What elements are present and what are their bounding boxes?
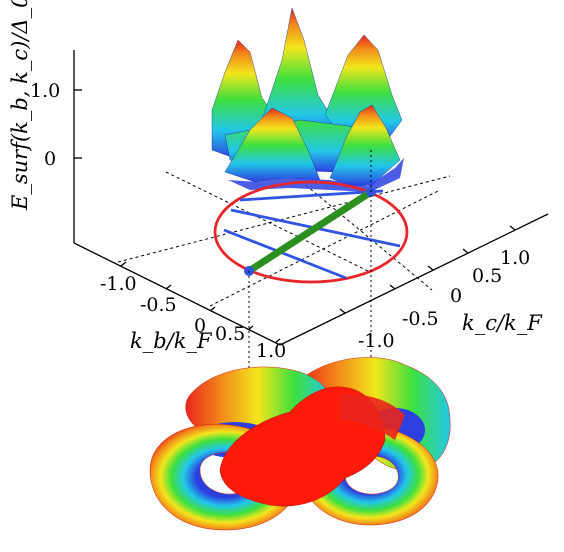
- kb-axis-title: k_b/k_F: [130, 329, 213, 353]
- kb-tick-label: 1.0: [256, 340, 286, 362]
- projection-dotted-lines: [248, 150, 372, 478]
- kc-tick-label: -1.0: [358, 330, 395, 352]
- kc-axis-line: [279, 213, 549, 346]
- surface-brillouin-zone: [213, 180, 409, 284]
- vertical-axis-title: E_surf(k_b, k_c)/Δ_0: [8, 0, 32, 211]
- kc-tick-label: 0.5: [472, 265, 502, 287]
- vertical-tick-label: 0: [44, 148, 56, 170]
- vertical-axis-labels: 1.0 0 E_surf(k_b, k_c)/Δ_0: [8, 0, 60, 211]
- kb-tick-label: -1.0: [100, 273, 137, 295]
- kb-axis-labels: -1.0 -0.5 0 0.5 1.0 k_b/k_F: [100, 273, 286, 362]
- landscape-front-peak-left: [224, 107, 321, 183]
- kb-tick-label: 0: [194, 315, 206, 337]
- fermi-circle: [213, 180, 409, 284]
- kb-tick-label: 0.5: [215, 323, 245, 345]
- fermi-surface-3d: [149, 357, 451, 531]
- kb-axis-line: [73, 242, 281, 346]
- axis-box: [73, 50, 549, 346]
- kb-tick-label: -0.5: [140, 294, 177, 316]
- surface-energy-landscape: [211, 7, 404, 192]
- fermi-surface-sheet-fold: [340, 394, 405, 440]
- nodal-line-green: [247, 189, 373, 274]
- vertical-tick-label: 1.0: [30, 80, 60, 102]
- kc-tick-label: -0.5: [402, 308, 439, 330]
- node-line-3: [223, 228, 347, 280]
- kc-tick-label: 1.0: [500, 247, 530, 269]
- kc-axis-title: k_c/k_F: [462, 311, 543, 335]
- node-line-1: [239, 189, 384, 202]
- kc-tick-label: 0: [450, 285, 462, 307]
- kc-axis-labels: 1.0 0.5 0 -0.5 -1.0 k_c/k_F: [358, 247, 543, 352]
- landscape-front-rim: [228, 158, 404, 192]
